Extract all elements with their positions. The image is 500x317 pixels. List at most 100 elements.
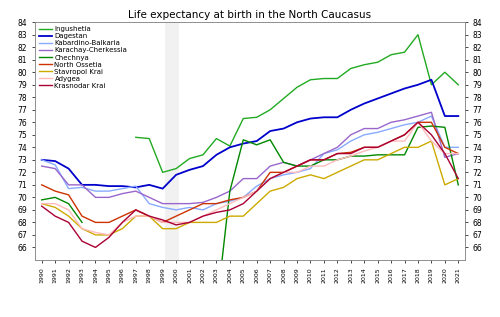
- Title: Life expectancy at birth in the North Caucasus: Life expectancy at birth in the North Ca…: [128, 10, 372, 20]
- Dagestan: [200, 164, 206, 168]
- Krasnodar Krai: [442, 152, 448, 155]
- Ingushetia: [348, 67, 354, 70]
- Karachay-Cherkessia: [308, 158, 314, 162]
- Krasnodar Krai: [106, 236, 112, 239]
- Dagestan: [428, 78, 434, 82]
- Dagestan: [66, 167, 71, 171]
- Adygea: [415, 120, 421, 124]
- Stavropol Krai: [66, 214, 71, 218]
- Karachay-Cherkessia: [334, 146, 340, 149]
- Karachay-Cherkessia: [79, 183, 85, 187]
- North Ossetia: [308, 158, 314, 162]
- Krasnodar Krai: [428, 133, 434, 137]
- Krasnodar Krai: [348, 152, 354, 155]
- Adygea: [374, 146, 380, 149]
- Adygea: [214, 208, 220, 212]
- Karachay-Cherkessia: [321, 152, 327, 155]
- Adygea: [321, 164, 327, 168]
- North Ossetia: [227, 198, 233, 202]
- Krasnodar Krai: [280, 171, 286, 174]
- Dagestan: [308, 117, 314, 120]
- Krasnodar Krai: [254, 189, 260, 193]
- Stavropol Krai: [133, 214, 139, 218]
- Krasnodar Krai: [66, 221, 71, 224]
- Krasnodar Krai: [227, 208, 233, 212]
- Dagestan: [348, 108, 354, 112]
- North Ossetia: [214, 202, 220, 205]
- Stavropol Krai: [38, 202, 44, 205]
- Dagestan: [106, 184, 112, 188]
- Dagestan: [79, 183, 85, 187]
- Dagestan: [173, 173, 179, 177]
- Krasnodar Krai: [173, 223, 179, 227]
- Adygea: [79, 227, 85, 230]
- Stavropol Krai: [106, 233, 112, 237]
- Stavropol Krai: [79, 227, 85, 230]
- Stavropol Krai: [120, 227, 126, 230]
- Adygea: [146, 214, 152, 218]
- Kabardino-Balkaria: [428, 114, 434, 118]
- Krasnodar Krai: [388, 139, 394, 143]
- Dagestan: [267, 129, 273, 133]
- Kabardino-Balkaria: [79, 185, 85, 189]
- Dagestan: [92, 183, 98, 187]
- Ingushetia: [280, 97, 286, 100]
- Stavropol Krai: [402, 146, 407, 149]
- Kabardino-Balkaria: [214, 202, 220, 205]
- Krasnodar Krai: [214, 210, 220, 214]
- North Ossetia: [415, 120, 421, 124]
- Karachay-Cherkessia: [38, 164, 44, 168]
- North Ossetia: [120, 214, 126, 218]
- Adygea: [227, 202, 233, 205]
- Kabardino-Balkaria: [146, 202, 152, 205]
- Stavropol Krai: [428, 139, 434, 143]
- Krasnodar Krai: [334, 152, 340, 155]
- Krasnodar Krai: [294, 164, 300, 168]
- North Ossetia: [200, 202, 206, 205]
- Adygea: [361, 149, 367, 153]
- Ingushetia: [200, 153, 206, 157]
- North Ossetia: [92, 221, 98, 224]
- Line: Ingushetia: Ingushetia: [136, 35, 458, 172]
- Karachay-Cherkessia: [200, 200, 206, 204]
- Dagestan: [402, 87, 407, 90]
- Adygea: [334, 158, 340, 162]
- Stavropol Krai: [321, 177, 327, 180]
- Kabardino-Balkaria: [66, 187, 71, 191]
- Kabardino-Balkaria: [442, 146, 448, 149]
- Kabardino-Balkaria: [52, 163, 58, 167]
- Ingushetia: [254, 115, 260, 119]
- Karachay-Cherkessia: [374, 127, 380, 131]
- Kabardino-Balkaria: [106, 189, 112, 193]
- Stavropol Krai: [280, 185, 286, 189]
- Karachay-Cherkessia: [227, 189, 233, 193]
- Krasnodar Krai: [321, 158, 327, 162]
- Ingushetia: [442, 70, 448, 74]
- Adygea: [200, 214, 206, 218]
- Line: Chechnya: Chechnya: [42, 197, 82, 223]
- Kabardino-Balkaria: [374, 130, 380, 134]
- Stavropol Krai: [240, 214, 246, 218]
- North Ossetia: [294, 164, 300, 168]
- Krasnodar Krai: [240, 202, 246, 205]
- Dagestan: [38, 158, 44, 162]
- Dagestan: [227, 146, 233, 149]
- Adygea: [348, 154, 354, 158]
- Adygea: [402, 139, 407, 143]
- North Ossetia: [442, 146, 448, 149]
- Ingushetia: [321, 77, 327, 81]
- Ingushetia: [294, 85, 300, 89]
- Krasnodar Krai: [456, 177, 462, 180]
- Krasnodar Krai: [267, 177, 273, 180]
- North Ossetia: [160, 221, 166, 224]
- Line: North Ossetia: North Ossetia: [42, 122, 459, 223]
- Krasnodar Krai: [361, 146, 367, 149]
- Chechnya: [52, 196, 58, 199]
- Kabardino-Balkaria: [415, 120, 421, 124]
- Ingushetia: [308, 78, 314, 82]
- Karachay-Cherkessia: [92, 196, 98, 199]
- Adygea: [52, 202, 58, 205]
- Karachay-Cherkessia: [402, 118, 407, 122]
- Line: Karachay-Cherkessia: Karachay-Cherkessia: [42, 112, 459, 204]
- North Ossetia: [79, 214, 85, 218]
